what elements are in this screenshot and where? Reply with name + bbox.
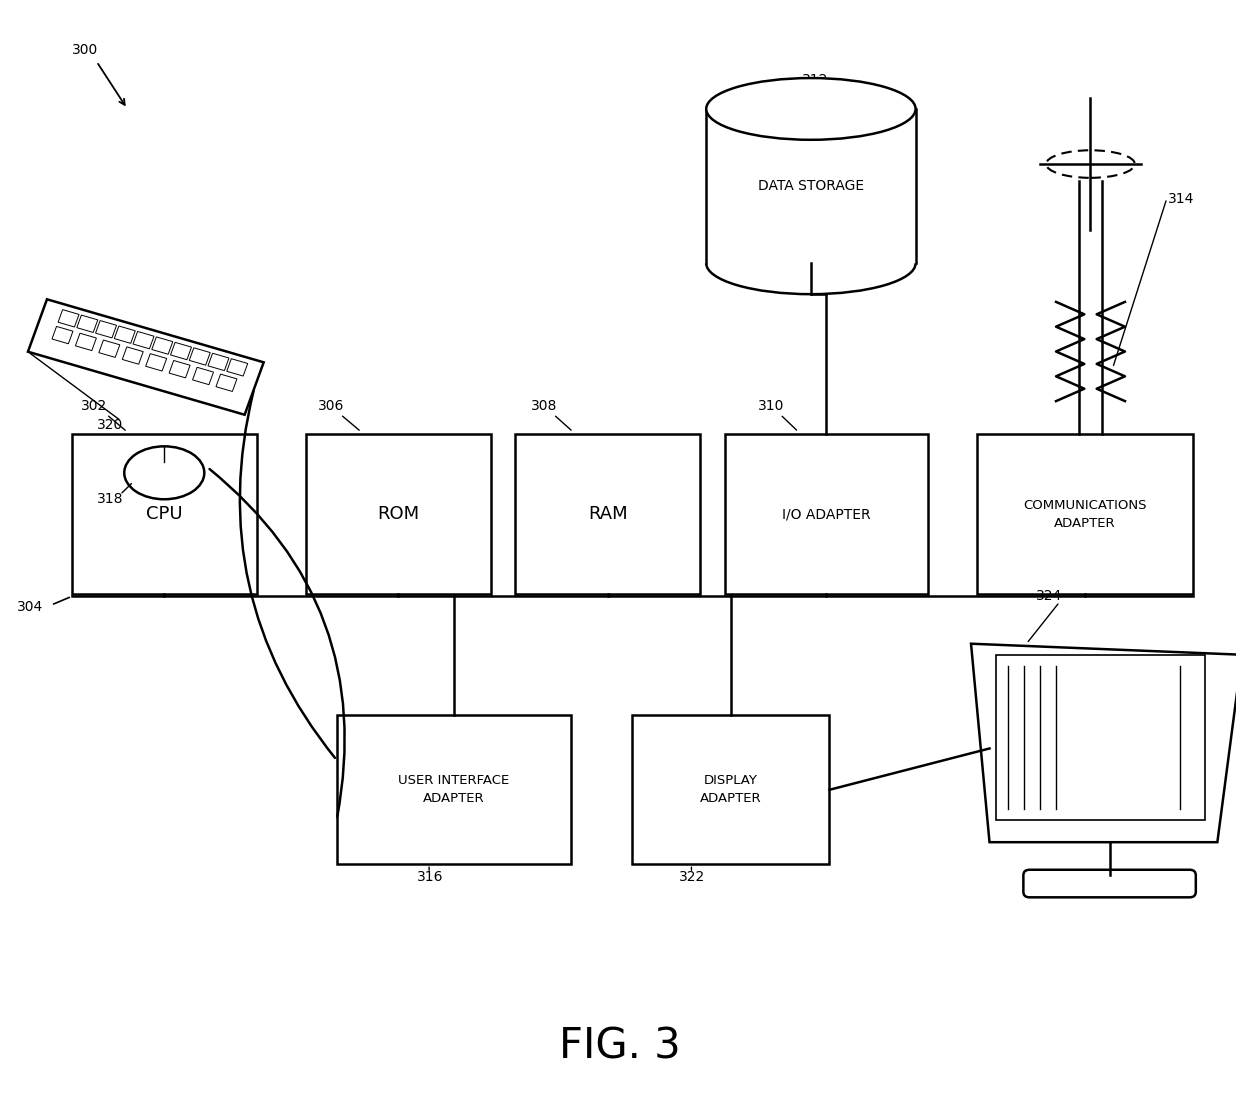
FancyBboxPatch shape (1023, 870, 1195, 898)
Polygon shape (151, 337, 172, 354)
Text: 302: 302 (81, 399, 107, 413)
Text: 318: 318 (97, 491, 123, 506)
Text: 306: 306 (319, 399, 345, 413)
Text: I/O ADAPTER: I/O ADAPTER (782, 507, 870, 521)
Polygon shape (58, 310, 79, 327)
Polygon shape (145, 353, 166, 371)
Text: COMMUNICATIONS
ADAPTER: COMMUNICATIONS ADAPTER (1023, 499, 1147, 530)
Text: 310: 310 (758, 399, 785, 413)
Polygon shape (208, 353, 229, 371)
Text: 320: 320 (97, 418, 123, 432)
Text: 314: 314 (1168, 191, 1194, 206)
Bar (337, 715, 570, 864)
Text: 312: 312 (802, 72, 828, 87)
Bar (996, 654, 1205, 820)
Bar (724, 434, 928, 594)
Text: 316: 316 (417, 870, 443, 883)
Polygon shape (227, 359, 248, 376)
Polygon shape (216, 374, 237, 391)
Polygon shape (192, 368, 213, 384)
Text: 324: 324 (1037, 589, 1063, 602)
Text: CPU: CPU (146, 506, 182, 523)
Text: ROM: ROM (377, 506, 419, 523)
Text: 304: 304 (16, 600, 42, 613)
Bar (516, 434, 701, 594)
Text: FIG. 3: FIG. 3 (559, 1025, 681, 1068)
Polygon shape (77, 316, 98, 332)
Text: DATA STORAGE: DATA STORAGE (758, 179, 864, 193)
Polygon shape (29, 299, 264, 414)
Ellipse shape (124, 447, 205, 499)
Polygon shape (190, 348, 211, 366)
Bar (72, 434, 257, 594)
Polygon shape (95, 321, 117, 338)
Text: USER INTERFACE
ADAPTER: USER INTERFACE ADAPTER (398, 774, 510, 805)
Bar (632, 715, 830, 864)
Polygon shape (52, 327, 73, 343)
Polygon shape (171, 342, 191, 360)
Polygon shape (76, 333, 97, 351)
Polygon shape (123, 347, 144, 364)
Text: 308: 308 (531, 399, 558, 413)
Text: DISPLAY
ADAPTER: DISPLAY ADAPTER (701, 774, 761, 805)
Ellipse shape (707, 78, 915, 140)
Text: 322: 322 (680, 870, 706, 883)
Polygon shape (133, 331, 154, 349)
Polygon shape (99, 340, 120, 358)
Polygon shape (169, 360, 190, 378)
Polygon shape (114, 326, 135, 343)
Bar (306, 434, 491, 594)
Text: 300: 300 (72, 43, 98, 57)
Polygon shape (971, 643, 1240, 842)
Bar (977, 434, 1193, 594)
Text: RAM: RAM (588, 506, 627, 523)
